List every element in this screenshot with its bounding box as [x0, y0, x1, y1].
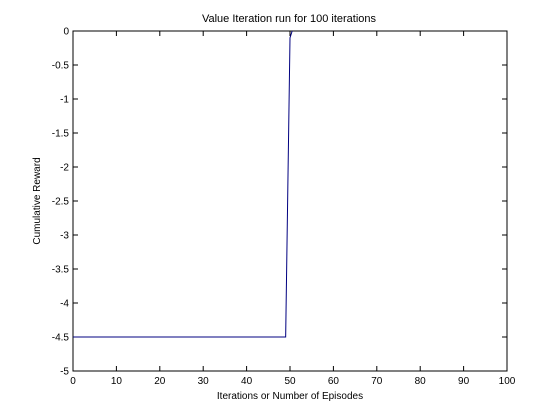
x-tick-label: 50 — [284, 376, 296, 387]
x-tick-label: 30 — [198, 376, 210, 387]
y-tick-label: 0 — [63, 27, 69, 38]
x-tick-label: 80 — [415, 376, 427, 387]
x-tick-label: 60 — [328, 376, 340, 387]
x-tick-label: 10 — [111, 376, 123, 387]
y-tick-label: -2.5 — [52, 197, 70, 208]
y-tick-label: -3.5 — [52, 265, 70, 276]
y-tick-label: -4 — [60, 299, 69, 310]
y-tick-label: -2 — [60, 163, 69, 174]
y-axis-label: Cumulative Reward — [32, 157, 43, 244]
x-tick-label: 20 — [154, 376, 166, 387]
y-tick-label: -3 — [60, 231, 69, 242]
x-tick-label: 0 — [70, 376, 76, 387]
x-tick-label: 90 — [458, 376, 470, 387]
x-tick-label: 100 — [499, 376, 516, 387]
y-tick-label: -4.5 — [52, 333, 70, 344]
series-layer — [73, 30, 293, 338]
plot-frame — [72, 30, 508, 372]
x-tick-label: 40 — [241, 376, 253, 387]
y-tick-label: -1 — [60, 95, 69, 106]
chart-title: Value Iteration run for 100 iterations — [202, 13, 377, 25]
y-tick-label: -0.5 — [52, 61, 70, 72]
y-tick-label: -1.5 — [52, 129, 70, 140]
axis-ticks: 0 10 20 30 40 50 60 70 80 90 100 0 -0.5 -1 -1.5 -2 -2.5 -… — [52, 27, 516, 388]
series-line — [73, 30, 293, 338]
x-tick-label: 70 — [371, 376, 383, 387]
x-axis-label: Iterations or Number of Episodes — [217, 391, 363, 402]
y-tick-label: -5 — [60, 367, 69, 378]
